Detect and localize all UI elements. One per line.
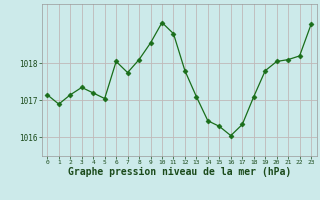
X-axis label: Graphe pression niveau de la mer (hPa): Graphe pression niveau de la mer (hPa) — [68, 167, 291, 177]
